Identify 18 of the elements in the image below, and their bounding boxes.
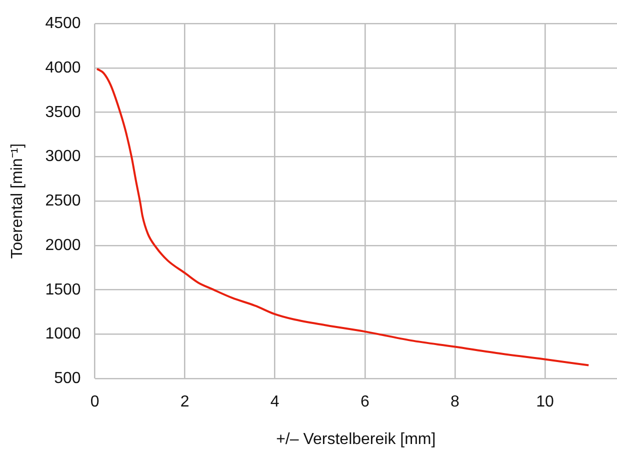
y-tick-label: 2500 (45, 192, 81, 210)
line-series (96, 68, 590, 366)
x-tick-label: 0 (90, 394, 100, 411)
y-axis-title: Toerental [min⁻¹] (9, 143, 26, 259)
y-tick-label: 4000 (45, 59, 81, 76)
y-tick-label: 3500 (45, 104, 81, 121)
x-tick-label: 8 (450, 394, 460, 411)
y-tick-label: 2000 (45, 236, 81, 254)
y-tick-label: 500 (54, 370, 81, 388)
x-tick-label: 6 (360, 394, 370, 411)
y-tick-label: 1500 (45, 281, 81, 298)
x-axis-title: +/– Verstelbereik [mm] (276, 430, 436, 448)
x-tick-label: 4 (270, 394, 280, 411)
y-tick-label: 4500 (45, 15, 81, 32)
y-tick-label: 1000 (45, 326, 81, 343)
y-tick-label: 3000 (45, 148, 81, 166)
x-tick-label: 2 (180, 394, 190, 411)
x-tick-label: 10 (536, 394, 554, 411)
